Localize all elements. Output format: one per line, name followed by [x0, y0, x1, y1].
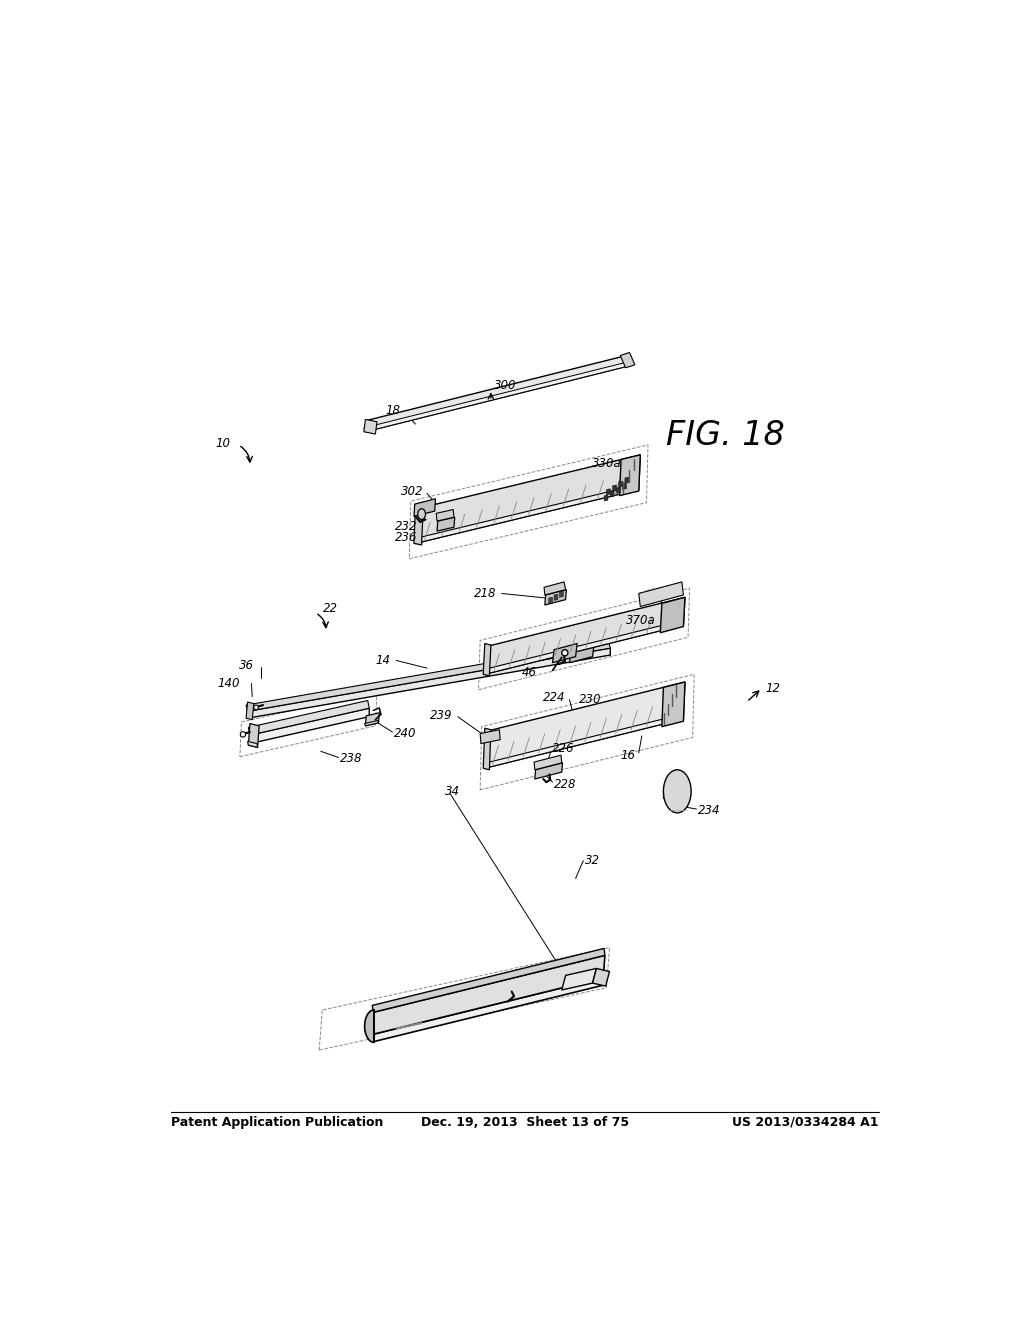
Polygon shape	[483, 729, 490, 770]
Polygon shape	[249, 723, 259, 747]
Polygon shape	[414, 506, 423, 545]
Polygon shape	[535, 755, 562, 770]
Polygon shape	[366, 355, 630, 432]
Polygon shape	[554, 594, 558, 601]
Polygon shape	[562, 969, 596, 990]
Polygon shape	[246, 702, 254, 719]
Text: 236: 236	[394, 531, 417, 544]
Text: 302: 302	[400, 484, 423, 498]
Polygon shape	[621, 352, 635, 368]
Text: 14: 14	[376, 653, 391, 667]
Polygon shape	[484, 682, 685, 768]
Polygon shape	[593, 969, 609, 986]
Polygon shape	[623, 483, 627, 490]
Text: 22: 22	[323, 602, 338, 615]
Polygon shape	[544, 582, 565, 595]
Text: 370a: 370a	[626, 614, 655, 627]
Polygon shape	[612, 484, 616, 491]
Polygon shape	[416, 455, 640, 544]
Polygon shape	[364, 420, 377, 434]
Ellipse shape	[664, 770, 691, 813]
Text: 300: 300	[494, 379, 516, 392]
Polygon shape	[545, 590, 566, 605]
Polygon shape	[365, 721, 379, 726]
Text: 218: 218	[474, 587, 497, 601]
Text: 32: 32	[585, 854, 600, 867]
Polygon shape	[436, 510, 454, 521]
Text: 12: 12	[766, 681, 781, 694]
Text: 140: 140	[217, 677, 240, 690]
Text: 238: 238	[340, 752, 362, 766]
Polygon shape	[610, 491, 614, 498]
Text: Dec. 19, 2013  Sheet 13 of 75: Dec. 19, 2013 Sheet 13 of 75	[421, 1115, 629, 1129]
Polygon shape	[662, 682, 685, 726]
Polygon shape	[483, 714, 683, 768]
Polygon shape	[365, 1010, 374, 1043]
Text: 224: 224	[543, 690, 565, 704]
Polygon shape	[364, 363, 628, 432]
Text: 10: 10	[216, 437, 230, 450]
Polygon shape	[616, 487, 621, 494]
Polygon shape	[373, 949, 605, 1012]
Text: 232: 232	[394, 520, 417, 533]
Polygon shape	[483, 620, 683, 675]
Polygon shape	[660, 598, 685, 632]
Polygon shape	[248, 742, 258, 747]
Polygon shape	[535, 763, 562, 779]
Polygon shape	[483, 644, 490, 676]
Polygon shape	[620, 455, 640, 496]
Polygon shape	[246, 642, 610, 711]
Ellipse shape	[418, 508, 425, 520]
Text: 34: 34	[444, 785, 460, 797]
Text: 234: 234	[698, 804, 721, 817]
Polygon shape	[484, 598, 685, 675]
Polygon shape	[372, 978, 605, 1041]
Polygon shape	[366, 713, 379, 726]
Text: 18: 18	[385, 404, 400, 417]
Text: 240: 240	[394, 727, 417, 741]
Text: 239: 239	[430, 709, 453, 722]
Polygon shape	[569, 644, 594, 663]
Polygon shape	[606, 488, 610, 495]
Polygon shape	[250, 708, 370, 743]
Text: 228: 228	[554, 777, 577, 791]
Polygon shape	[414, 484, 639, 544]
Text: Patent Application Publication: Patent Application Publication	[171, 1115, 383, 1129]
Polygon shape	[559, 591, 563, 598]
Polygon shape	[414, 499, 435, 516]
Polygon shape	[549, 598, 553, 603]
Text: 330a: 330a	[592, 457, 622, 470]
Polygon shape	[604, 495, 608, 502]
Circle shape	[241, 731, 246, 737]
Polygon shape	[248, 648, 610, 718]
Text: 46: 46	[521, 667, 537, 680]
Circle shape	[254, 705, 258, 710]
Text: FIG. 18: FIG. 18	[666, 420, 784, 453]
Text: 16: 16	[621, 750, 636, 763]
Circle shape	[562, 649, 568, 656]
Polygon shape	[639, 582, 683, 607]
Polygon shape	[372, 956, 605, 1035]
Text: US 2013/0334284 A1: US 2013/0334284 A1	[732, 1115, 879, 1129]
Polygon shape	[553, 644, 578, 663]
Polygon shape	[625, 478, 629, 483]
Polygon shape	[480, 730, 500, 743]
Polygon shape	[437, 517, 455, 531]
Text: 36: 36	[239, 659, 254, 672]
Polygon shape	[618, 480, 623, 487]
Text: 230: 230	[580, 693, 602, 706]
Polygon shape	[249, 701, 370, 735]
Text: 226: 226	[552, 742, 574, 755]
